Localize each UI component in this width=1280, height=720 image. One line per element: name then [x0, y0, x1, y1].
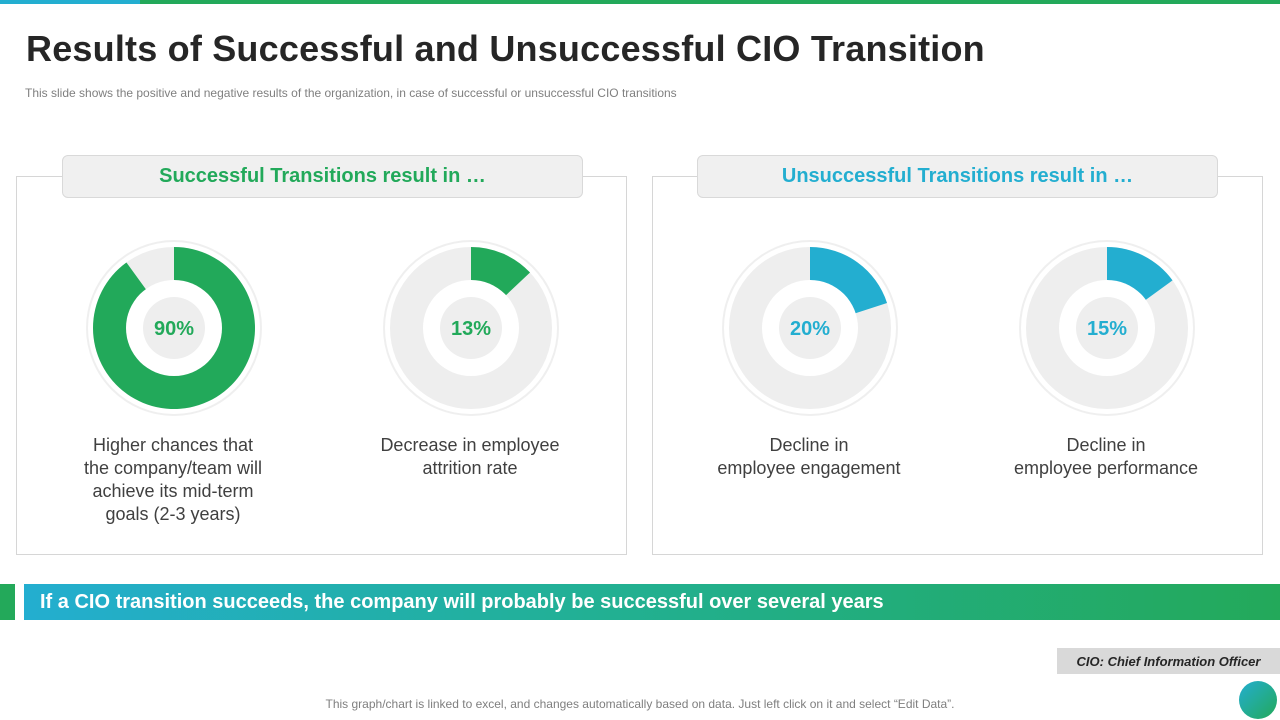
donut-chart-engagement[interactable]: 20%	[720, 238, 900, 418]
donut-hole	[1076, 297, 1138, 359]
donut-chart-attainment[interactable]: 90%	[84, 238, 264, 418]
donut-label-engagement: Decline in employee engagement	[694, 434, 924, 480]
conclusion-banner: If a CIO transition succeeds, the compan…	[24, 584, 1280, 620]
donut-label-line: Decline in	[1066, 435, 1146, 455]
top-accent-bar	[0, 0, 1280, 4]
successful-panel-header: Successful Transitions result in …	[62, 155, 583, 198]
donut-label-line: the company/team will	[83, 458, 263, 478]
donut-label-attrition: Decrease in employee attrition rate	[355, 434, 585, 480]
donut-label-line: attrition rate	[422, 458, 518, 478]
donut-chart-attrition[interactable]: 13%	[381, 238, 561, 418]
unsuccessful-panel-header: Unsuccessful Transitions result in …	[697, 155, 1218, 198]
donut-label-attainment: Higher chances that the company/team will…	[58, 434, 288, 526]
donut-label-line: Higher chances that	[92, 435, 254, 455]
abbreviation-note: CIO: Chief Information Officer	[1057, 648, 1280, 674]
donut-value-label: 13%	[451, 318, 491, 340]
footer-note: This graph/chart is linked to excel, and…	[325, 697, 955, 711]
donut-label-line: Decline in	[769, 435, 849, 455]
donut-label-performance: Decline in employee performance	[991, 434, 1221, 480]
donut-value-label: 15%	[1087, 318, 1127, 340]
donut-hole	[440, 297, 502, 359]
donut-hole	[143, 297, 205, 359]
donut-label-line: employee engagement	[717, 458, 901, 478]
top-accent-bar-highlight	[0, 0, 140, 4]
donut-value-label: 20%	[790, 318, 830, 340]
decorative-circle	[1239, 681, 1277, 719]
page-subtitle: This slide shows the positive and negati…	[25, 86, 677, 100]
banner-accent	[0, 584, 15, 620]
page-title: Results of Successful and Unsuccessful C…	[26, 28, 985, 69]
donut-label-line: Decrease in employee	[380, 435, 560, 455]
donut-chart-performance[interactable]: 15%	[1017, 238, 1197, 418]
conclusion-banner-text: If a CIO transition succeeds, the compan…	[40, 590, 884, 613]
donut-hole	[779, 297, 841, 359]
donut-value-label: 90%	[154, 318, 194, 340]
donut-label-line: goals (2-3 years)	[105, 504, 241, 524]
donut-label-line: achieve its mid-term	[92, 481, 254, 501]
donut-label-line: employee performance	[1013, 458, 1199, 478]
